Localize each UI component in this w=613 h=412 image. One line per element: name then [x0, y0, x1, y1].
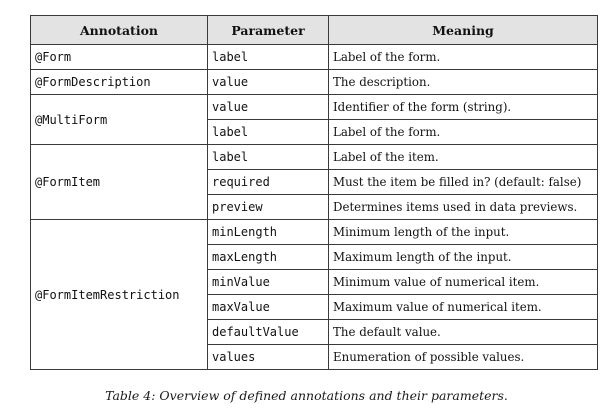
meaning-cell: Minimum value of numerical item. [328, 269, 598, 295]
meaning-cell: Enumeration of possible values. [328, 344, 598, 370]
table-row: maxValue Maximum value of numerical item. [31, 294, 598, 320]
table-row: required Must the item be filled in? (def… [31, 169, 598, 195]
table-caption: Table 4: Overview of defined annotations… [105, 388, 508, 403]
meaning-cell: Maximum length of the input. [328, 244, 598, 270]
meaning-cell: Determines items used in data previews. [328, 194, 598, 220]
meaning-cell: Minimum length of the input. [328, 219, 598, 245]
parameter-cell: minValue [207, 269, 329, 295]
meaning-cell: Label of the form. [328, 44, 598, 70]
annotation-cell: @FormItem [30, 144, 208, 220]
parameter-cell: label [207, 44, 329, 70]
parameter-cell: values [207, 344, 329, 370]
meaning-cell: Must the item be filled in? (default: fa… [328, 169, 598, 195]
parameter-cell: preview [207, 194, 329, 220]
parameter-cell: defaultValue [207, 319, 329, 345]
meaning-cell: Label of the item. [328, 144, 598, 170]
table-row: minValue Minimum value of numerical item. [31, 269, 598, 295]
annotation-cell: @MultiForm [30, 94, 208, 145]
table-row: @FormItemRestriction minLength Minimum len… [30, 219, 598, 370]
parameter-cell: required [207, 169, 329, 195]
table-row: @FormItem label Label of the item. [30, 144, 598, 220]
table-row: @Form label Label of the form. [30, 44, 598, 70]
parameter-cell: minLength [207, 219, 329, 245]
meaning-cell: Label of the form. [328, 119, 598, 145]
table-row: preview Determines items used in data pre… [31, 194, 598, 220]
table-body: @Form label Label of the form. @FormDescrip… [30, 44, 598, 370]
annotation-cell: @FormDescription [30, 69, 208, 95]
meaning-cell: The default value. [328, 319, 598, 345]
annotation-cell: @Form [30, 44, 208, 70]
table-row: defaultValue The default value. [31, 319, 598, 345]
meaning-cell: Maximum value of numerical item. [328, 294, 598, 320]
table-row: label Label of the form. [31, 119, 598, 145]
parameter-cell: maxLength [207, 244, 329, 270]
table-row: values Enumeration of possible values. [31, 344, 598, 370]
meaning-cell: The description. [328, 69, 598, 95]
header-parameter: Parameter [207, 15, 329, 45]
header-annotation: Annotation [30, 15, 208, 45]
annotation-cell: @FormItemRestriction [30, 219, 208, 370]
parameter-cell: value [207, 69, 329, 95]
table-row: maxLength Maximum length of the input. [31, 244, 598, 270]
parameter-cell: label [207, 144, 329, 170]
parameter-cell: label [207, 119, 329, 145]
parameter-cell: maxValue [207, 294, 329, 320]
annotations-table: Annotation Parameter Meaning @Form label L… [30, 15, 598, 370]
table-row: @MultiForm value Identifier of the form (s… [30, 94, 598, 145]
table-row: @FormDescription value The description. [30, 69, 598, 95]
meaning-cell: Identifier of the form (string). [328, 94, 598, 120]
table-header-row: Annotation Parameter Meaning [30, 15, 598, 45]
header-meaning: Meaning [328, 15, 598, 45]
parameter-cell: value [207, 94, 329, 120]
